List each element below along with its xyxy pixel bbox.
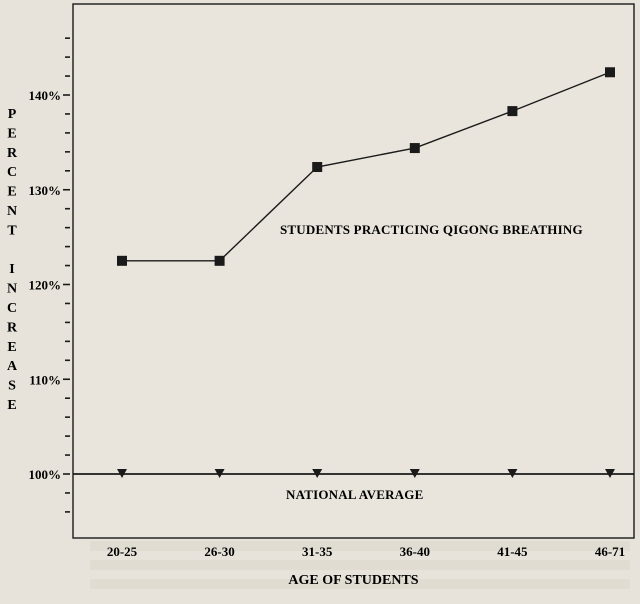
- marker-national-average: [605, 469, 615, 478]
- x-axis: 20-25 26-30 31-35 36-40 41-45 46-71 AGE OF STU…: [107, 544, 625, 588]
- marker-national-average: [409, 469, 420, 478]
- marker-national-average: [214, 469, 225, 478]
- y-axis-title-letter: C: [7, 301, 17, 316]
- marker-national-average: [507, 469, 518, 478]
- y-axis-title-letter: R: [7, 320, 18, 335]
- series-label-national-average: NATIONAL AVERAGE: [286, 487, 423, 502]
- y-axis-title-letter: S: [8, 379, 16, 394]
- y-axis-title-letter: T: [7, 223, 17, 238]
- marker-qigong-breathing: [507, 106, 518, 117]
- texture-line: [90, 560, 630, 570]
- y-axis: 100% 110% 120% 130% 140%: [29, 37, 70, 513]
- y-axis-title-letter: C: [7, 165, 17, 180]
- series-label-qigong-breathing: STUDENTS PRACTICING QIGONG BREATHING: [280, 222, 583, 237]
- y-tick-label: 100%: [29, 467, 62, 482]
- y-tick-label: 140%: [29, 88, 62, 103]
- x-tick-label: 36-40: [400, 544, 430, 559]
- y-axis-title-letter: P: [8, 107, 17, 122]
- x-tick-label: 26-30: [204, 544, 234, 559]
- y-axis-title-letter: I: [9, 262, 14, 277]
- y-axis-title-letter: E: [7, 185, 16, 200]
- marker-national-average: [312, 469, 323, 478]
- y-tick-label: 110%: [29, 372, 61, 387]
- texture-line: [90, 541, 630, 551]
- y-axis-title-letter: R: [7, 146, 18, 161]
- marker-qigong-breathing: [409, 143, 420, 154]
- y-axis-title-letter: E: [7, 126, 16, 141]
- y-axis-title-letter: N: [7, 204, 17, 219]
- plot-frame: [72, 3, 635, 539]
- x-tick-label: 41-45: [497, 544, 528, 559]
- marker-national-average: [117, 469, 127, 478]
- y-axis-title-letter: E: [7, 398, 16, 413]
- marker-qigong-breathing: [605, 67, 615, 78]
- y-axis-title-letter: A: [7, 359, 18, 374]
- x-tick-label: 46-71: [595, 544, 625, 559]
- x-axis-title: AGE OF STUDENTS: [288, 573, 418, 588]
- y-axis-title-letter: N: [7, 282, 17, 297]
- series-labels: STUDENTS PRACTICING QIGONG BREATHING NATI…: [280, 222, 583, 502]
- marker-qigong-breathing: [312, 162, 323, 173]
- y-tick-label: 120%: [29, 278, 62, 293]
- plot-area: [72, 3, 635, 539]
- series-line-qigong-breathing: [122, 71, 611, 262]
- marker-qigong-breathing: [117, 255, 127, 266]
- y-tick-label: 130%: [29, 183, 62, 198]
- texture-line: [90, 579, 630, 589]
- marker-qigong-breathing: [214, 255, 225, 266]
- y-axis-title-letter: E: [7, 340, 16, 355]
- x-tick-label: 31-35: [302, 544, 333, 559]
- series-layer: [73, 67, 634, 478]
- x-tick-label: 20-25: [107, 544, 138, 559]
